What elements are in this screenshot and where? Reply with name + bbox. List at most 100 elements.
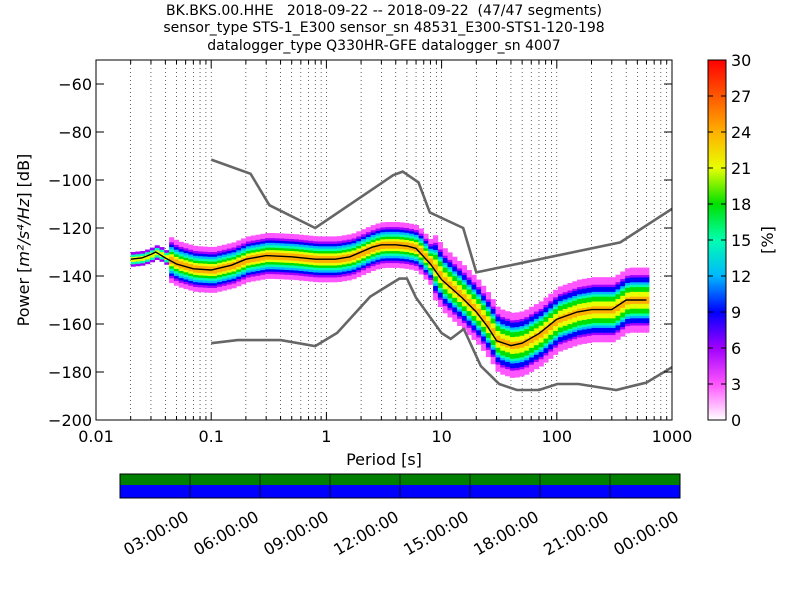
heatmap-cell <box>543 347 549 351</box>
heatmap-cell <box>308 274 314 277</box>
heatmap-cell <box>308 276 314 280</box>
heatmap-cell <box>375 257 381 260</box>
heatmap-cell <box>260 260 266 263</box>
heatmap-cell <box>634 308 640 312</box>
heatmap-cell <box>586 299 592 303</box>
heatmap-cell <box>351 233 357 236</box>
heatmap-cell <box>260 241 266 244</box>
heatmap-cell <box>629 320 635 324</box>
heatmap-cell <box>169 244 175 248</box>
heatmap-cell <box>193 277 199 280</box>
heatmap-cell <box>173 251 179 255</box>
heatmap-cell <box>625 287 631 291</box>
heatmap-cell <box>581 283 587 287</box>
heatmap-cell <box>284 236 290 239</box>
heatmap-cell <box>332 236 338 240</box>
heatmap-cell <box>509 358 515 362</box>
heatmap-cell <box>620 305 626 308</box>
heatmap-cell <box>298 277 304 281</box>
heatmap-cell <box>202 280 208 283</box>
heatmap-cell <box>245 270 251 273</box>
heatmap-cell <box>466 291 472 295</box>
heatmap-cell <box>442 308 448 311</box>
heatmap-cell <box>183 269 189 273</box>
heatmap-cell <box>341 261 347 265</box>
heatmap-cell <box>461 315 467 319</box>
heatmap-cell <box>538 359 544 362</box>
heatmap-cell <box>591 296 597 300</box>
heatmap-cell <box>514 317 520 320</box>
heatmap-cell <box>423 236 429 239</box>
heatmap-cell <box>629 289 635 292</box>
heatmap-cell <box>548 293 554 297</box>
heatmap-cell <box>615 327 621 331</box>
heatmap-cell <box>577 294 583 297</box>
heatmap-cell <box>562 335 568 338</box>
heatmap-cell <box>385 238 391 242</box>
heatmap-cell <box>447 310 453 313</box>
heatmap-cell <box>596 282 602 285</box>
heatmap-cell <box>601 301 607 304</box>
heatmap-cell <box>452 266 458 269</box>
heatmap-cell <box>370 239 376 243</box>
heatmap-cell <box>226 286 232 290</box>
heatmap-cell <box>615 289 621 292</box>
heatmap-cell <box>380 265 386 269</box>
heatmap-cell <box>322 238 328 242</box>
heatmap-cell <box>274 245 280 248</box>
heatmap-cell <box>509 363 515 366</box>
heatmap-cell <box>322 274 328 278</box>
heatmap-cell <box>245 265 251 268</box>
heatmap-cell <box>553 340 559 343</box>
heatmap-cell <box>490 359 496 362</box>
heatmap-cell <box>605 322 611 326</box>
x-tick-label: 100 <box>542 427 573 446</box>
heatmap-cell <box>303 273 309 277</box>
heatmap-cell <box>389 236 395 240</box>
heatmap-cell <box>365 236 371 240</box>
heatmap-cell <box>461 267 467 271</box>
heatmap-cell <box>428 260 434 264</box>
heatmap-cell <box>341 268 347 272</box>
heatmap-cell <box>437 273 443 276</box>
heatmap-cell <box>596 310 602 314</box>
heatmap-cell <box>236 252 242 256</box>
heatmap-cell <box>476 289 482 292</box>
heatmap-cell <box>385 231 391 235</box>
heatmap-cell <box>581 278 587 282</box>
heatmap-cell <box>197 282 203 285</box>
heatmap-cell <box>178 282 184 286</box>
heatmap-cell <box>327 262 333 266</box>
heatmap-cell <box>581 312 587 316</box>
heatmap-cell <box>490 356 496 360</box>
heatmap-cell <box>380 248 386 252</box>
heatmap-cell <box>471 315 477 319</box>
heatmap-cell <box>375 249 381 253</box>
heatmap-cell <box>586 290 592 293</box>
heatmap-cell <box>485 304 491 307</box>
heatmap-cell <box>553 306 559 310</box>
heatmap-cell <box>418 242 424 246</box>
heatmap-cell <box>413 244 419 247</box>
heatmap-cell <box>207 256 213 260</box>
heatmap-cell <box>159 247 165 250</box>
heatmap-cell <box>298 273 304 276</box>
heatmap-cell <box>500 333 506 337</box>
heatmap-cell <box>591 301 597 304</box>
heatmap-cell <box>202 265 208 269</box>
heatmap-cell <box>610 332 616 336</box>
heatmap-cell <box>586 328 592 332</box>
heatmap-cell <box>265 276 271 279</box>
heatmap-cell <box>308 252 314 256</box>
heatmap-cell <box>447 274 453 277</box>
heatmap-cell <box>433 242 439 246</box>
heatmap-cell <box>634 289 640 292</box>
heatmap-cell <box>279 274 285 277</box>
heatmap-cell <box>202 249 208 252</box>
heatmap-cell <box>629 270 635 273</box>
heatmap-cell <box>471 296 477 300</box>
heatmap-cell <box>341 247 347 250</box>
heatmap-cell <box>538 332 544 336</box>
heatmap-cell <box>236 278 242 282</box>
heatmap-cell <box>591 334 597 338</box>
